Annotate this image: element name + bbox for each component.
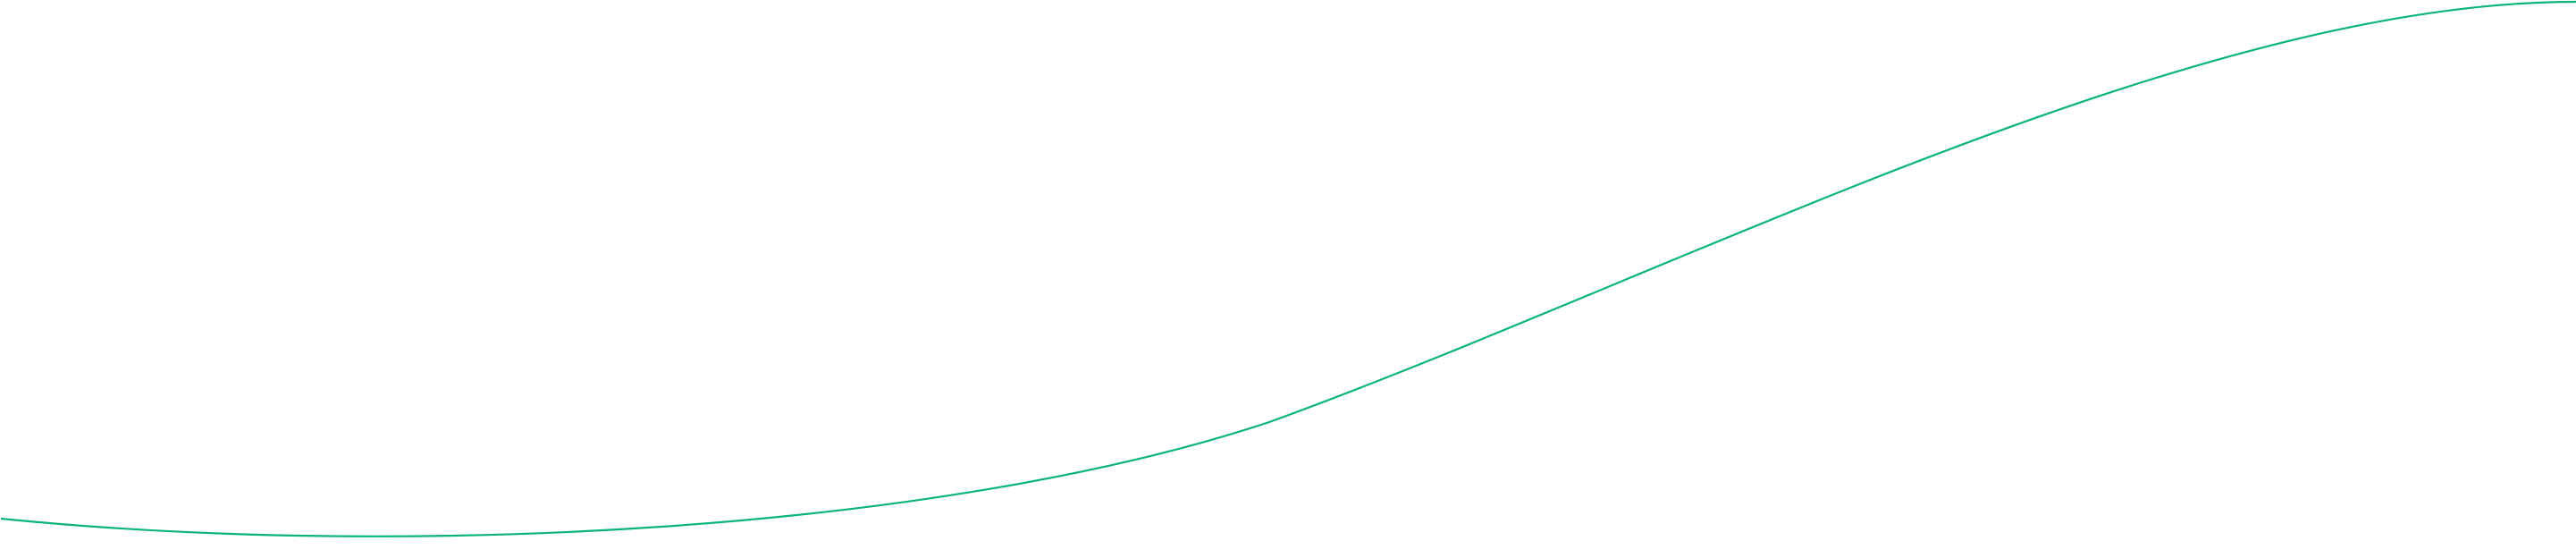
wave-line <box>0 0 2576 537</box>
